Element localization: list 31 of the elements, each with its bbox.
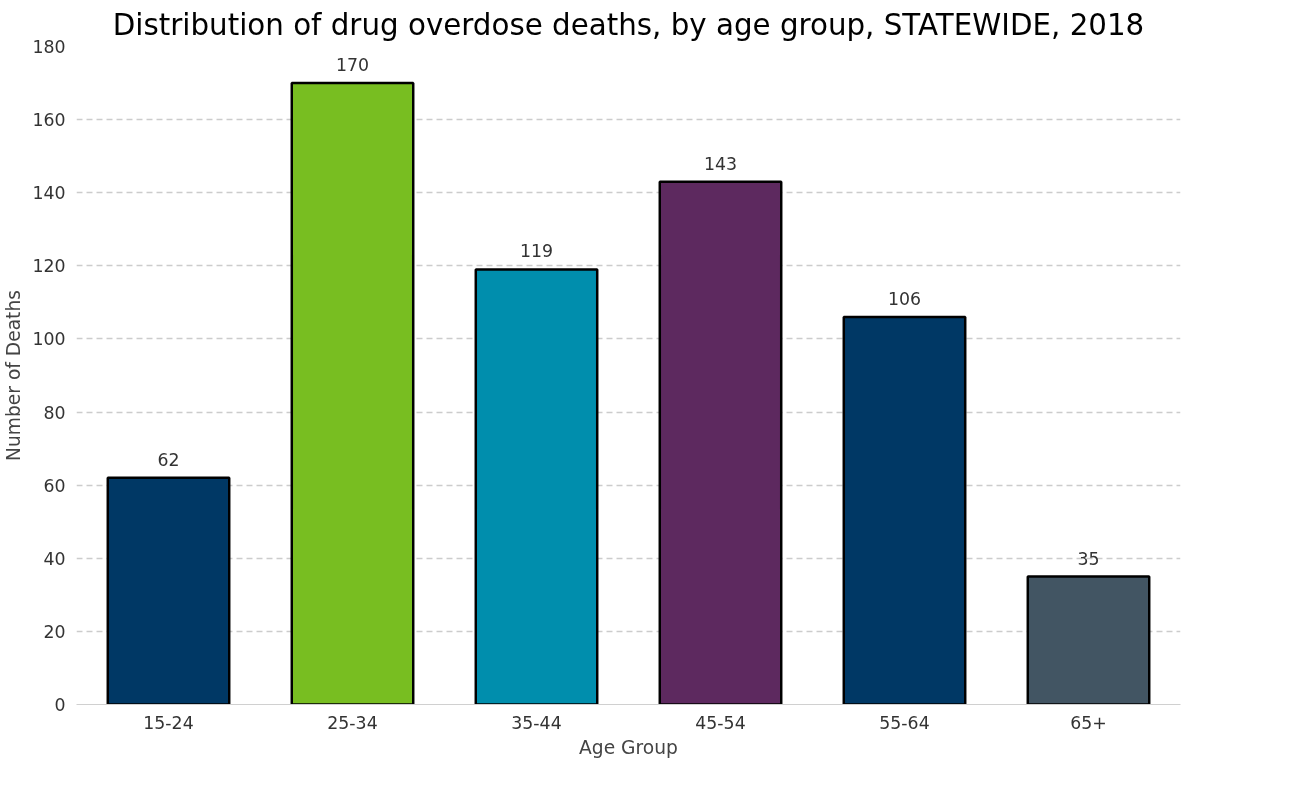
data-label: 62	[157, 449, 180, 470]
y-tick-label: 160	[32, 110, 66, 131]
y-tick-label: 60	[43, 475, 66, 496]
y-axis-title: Number of Deaths	[3, 290, 25, 461]
y-tick-label: 100	[32, 329, 66, 350]
data-label: 119	[519, 241, 554, 262]
y-tick-label: 120	[32, 256, 66, 277]
y-tick-label: 80	[43, 402, 66, 423]
bar	[290, 81, 415, 705]
chart-title: Distribution of drug overdose deaths, by age group, STATEWIDE, 2018	[112, 7, 1145, 42]
bar	[842, 315, 967, 705]
data-label: 35	[1077, 548, 1100, 569]
data-label: 143	[703, 153, 738, 174]
x-tick-label: 65+	[1070, 712, 1107, 733]
bar	[658, 180, 783, 705]
y-tick-label: 20	[43, 621, 66, 642]
x-axis-title: Age Group	[579, 736, 678, 758]
x-tick-label: 55-64	[879, 712, 930, 733]
data-label: 170	[335, 55, 370, 76]
bar	[106, 476, 231, 705]
x-tick-label: 45-54	[695, 712, 746, 733]
y-tick-label: 40	[43, 548, 66, 569]
y-tick-label: 140	[32, 183, 66, 204]
y-tick-label: 180	[32, 37, 66, 57]
data-label: 106	[887, 289, 922, 310]
bar	[1026, 575, 1151, 705]
y-tick-label: 0	[54, 695, 66, 715]
x-tick-label: 25-34	[327, 712, 378, 733]
x-tick-label: 35-44	[511, 712, 562, 733]
bar	[474, 268, 599, 705]
x-tick-label: 15-24	[143, 712, 194, 733]
